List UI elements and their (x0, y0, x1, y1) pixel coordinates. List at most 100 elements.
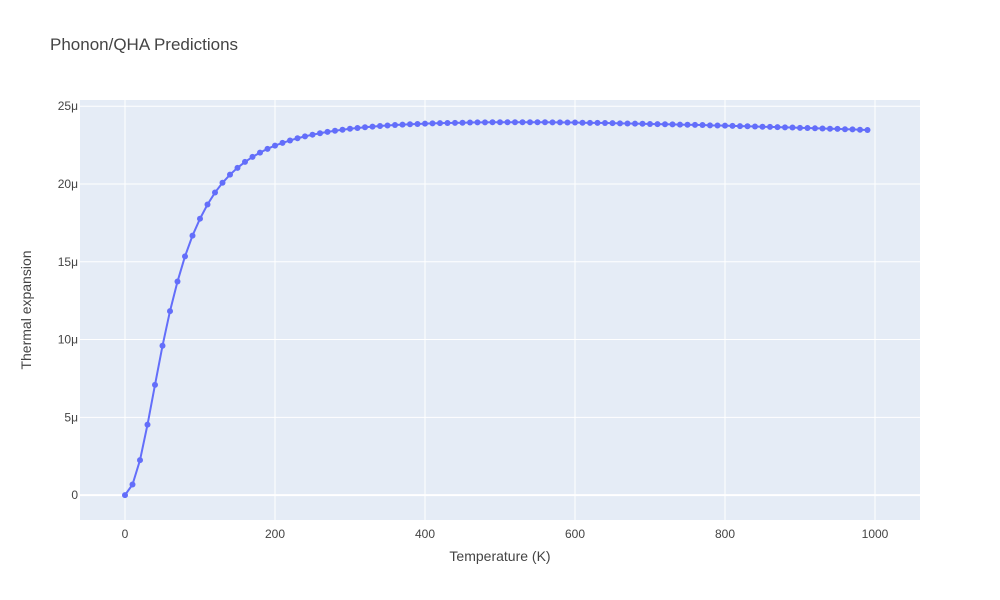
data-point (257, 149, 263, 156)
data-point (497, 119, 503, 126)
data-point (167, 308, 173, 315)
chart-title: Phonon/QHA Predictions (50, 35, 238, 54)
data-point (422, 120, 428, 127)
data-point (159, 342, 166, 349)
data-point (864, 127, 871, 134)
data-point (782, 124, 788, 131)
data-point (849, 126, 856, 133)
data-point (347, 125, 353, 132)
data-point (309, 131, 316, 138)
data-point (452, 119, 458, 126)
data-point (182, 253, 188, 260)
x-tick-label: 200 (265, 527, 285, 541)
data-point (812, 125, 818, 132)
data-point (617, 120, 623, 127)
y-tick-label: 5μ (64, 410, 78, 424)
data-point (729, 122, 736, 129)
data-point (407, 121, 413, 128)
data-point (662, 121, 668, 128)
data-point (204, 201, 211, 208)
x-tick-label: 400 (415, 527, 435, 541)
data-point (474, 119, 481, 126)
x-tick-label: 1000 (862, 527, 889, 541)
data-point (789, 124, 796, 131)
data-point (489, 119, 496, 126)
data-point (122, 492, 128, 499)
data-point (467, 119, 473, 126)
data-point (827, 125, 833, 132)
data-point (129, 481, 136, 488)
data-point (707, 122, 713, 129)
x-gridlines (124, 100, 876, 520)
data-point (527, 119, 533, 126)
data-point (647, 120, 653, 127)
data-point (189, 232, 196, 239)
data-point (137, 457, 143, 464)
data-point (272, 142, 278, 149)
y-tick-label: 20μ (58, 177, 78, 191)
data-point (692, 121, 698, 128)
data-point (842, 126, 848, 133)
data-point (797, 124, 803, 131)
data-point (722, 122, 728, 129)
x-axis-title: Temperature (K) (449, 548, 550, 564)
data-point (324, 128, 331, 135)
data-point (767, 123, 773, 130)
data-point (834, 125, 841, 132)
data-point (549, 119, 556, 126)
data-point (264, 145, 271, 152)
data-point (234, 164, 241, 171)
data-point (594, 119, 601, 126)
data-point (857, 126, 863, 133)
x-tick-label: 0 (122, 527, 129, 541)
data-point (504, 119, 511, 126)
data-point (587, 119, 593, 126)
data-point (512, 119, 518, 126)
series-line (124, 121, 868, 496)
data-point (737, 123, 743, 130)
x-tick-label: 800 (715, 527, 735, 541)
data-point (219, 179, 226, 186)
data-point (144, 421, 151, 428)
data-point (542, 119, 548, 126)
data-point (602, 120, 608, 127)
data-point (302, 133, 308, 140)
x-tick-label: 600 (565, 527, 585, 541)
data-point (572, 119, 578, 126)
data-point (482, 119, 488, 126)
data-point (392, 122, 398, 129)
y-gridlines (80, 105, 920, 418)
data-point (759, 123, 766, 130)
y-tick-label: 10μ (58, 333, 78, 347)
data-point (714, 122, 721, 129)
data-point (294, 135, 301, 142)
data-point (804, 125, 811, 131)
data-point (654, 121, 661, 128)
data-point (339, 126, 346, 133)
data-point (564, 119, 571, 126)
data-point (752, 123, 758, 130)
data-point (699, 122, 706, 129)
data-point (384, 122, 391, 129)
data-point (287, 137, 293, 144)
data-point (377, 122, 383, 129)
data-point (152, 381, 158, 388)
data-point (534, 119, 541, 126)
data-point (609, 120, 616, 127)
data-point (632, 120, 638, 127)
plot-area (80, 100, 920, 520)
data-point (437, 120, 443, 127)
data-point (639, 120, 646, 127)
y-tick-labels: 0 5μ 10μ 15μ 20μ 25μ (58, 99, 79, 502)
data-point (624, 120, 631, 127)
data-point (819, 125, 826, 132)
data-point (227, 171, 233, 178)
data-point (744, 123, 751, 130)
data-point (279, 139, 286, 146)
data-point (317, 130, 323, 137)
data-point (459, 119, 466, 126)
data-point (684, 121, 691, 128)
data-point (174, 278, 181, 285)
data-point (399, 121, 406, 128)
